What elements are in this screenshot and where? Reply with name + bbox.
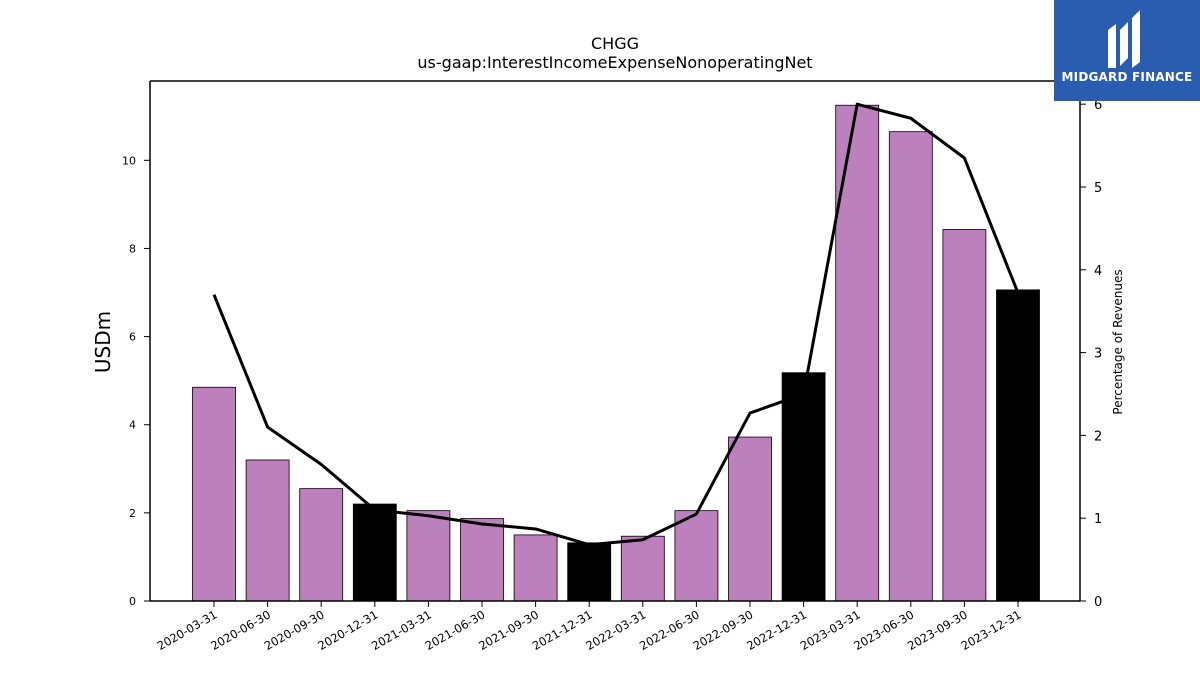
x-tick-label: 2020-09-30	[262, 607, 327, 653]
bar	[620, 535, 665, 602]
chart-title: CHGG	[591, 34, 639, 53]
bar	[352, 503, 397, 602]
chart-subtitle: us-gaap:InterestIncomeExpenseNonoperatin…	[417, 53, 812, 72]
bar	[299, 488, 344, 602]
y2-tick-label: 1	[1094, 512, 1102, 527]
x-tick-label: 2023-09-30	[905, 607, 970, 653]
y2-tick-label: 2	[1094, 429, 1102, 444]
x-tick-label: 2023-03-31	[798, 607, 863, 653]
x-tick-label: 2023-12-31	[959, 607, 1024, 653]
x-tick-label: 2022-06-30	[637, 607, 702, 653]
y2-tick-label: 3	[1094, 347, 1102, 362]
bars-group	[192, 104, 1040, 602]
y2-tick-label: 4	[1094, 264, 1102, 279]
x-tick-label: 2021-12-31	[530, 607, 595, 653]
bar	[728, 436, 772, 602]
y-tick-label: 10	[122, 154, 136, 167]
x-tick-label: 2020-03-31	[155, 607, 220, 653]
y2-axis-label: Percentage of Revenues	[1111, 269, 1125, 414]
y-axis-label: USDm	[91, 311, 115, 373]
bar	[513, 534, 558, 602]
y-tick-label: 2	[129, 507, 136, 520]
y2-tick-label: 6	[1094, 98, 1102, 113]
brand-logo: MIDGARD FINANCE	[1054, 0, 1200, 101]
x-tick-label: 2020-06-30	[208, 607, 273, 653]
y-tick-label: 4	[129, 419, 136, 432]
bar	[406, 510, 451, 602]
x-tick-label: 2020-12-31	[315, 607, 380, 653]
y2-tick-label: 0	[1094, 595, 1102, 610]
line-group	[212, 102, 1020, 547]
x-tick-label: 2021-03-31	[369, 607, 434, 653]
bar	[781, 372, 826, 602]
y-tick-label: 6	[129, 331, 136, 344]
bar	[567, 542, 612, 602]
bar	[245, 459, 290, 602]
x-tick-label: 2022-03-31	[583, 607, 648, 653]
bar	[996, 289, 1040, 602]
x-tick-label: 2021-06-30	[423, 607, 488, 653]
y-tick-label: 0	[129, 595, 136, 608]
bar	[674, 510, 719, 602]
x-tick-label: 2022-12-31	[744, 607, 809, 653]
y-tick-label: 8	[129, 242, 136, 255]
midgard-logo-icon	[1108, 10, 1140, 68]
bar	[942, 229, 987, 602]
bar	[888, 131, 933, 602]
bar	[192, 386, 236, 602]
y2-tick-label: 5	[1094, 181, 1102, 196]
x-tick-label: 2023-06-30	[851, 607, 916, 653]
bar	[460, 518, 504, 602]
x-tick-label: 2022-09-30	[691, 607, 756, 653]
brand-name: MIDGARD FINANCE	[1061, 70, 1193, 84]
x-tick-label: 2021-09-30	[476, 607, 541, 653]
series-line	[212, 102, 1020, 547]
